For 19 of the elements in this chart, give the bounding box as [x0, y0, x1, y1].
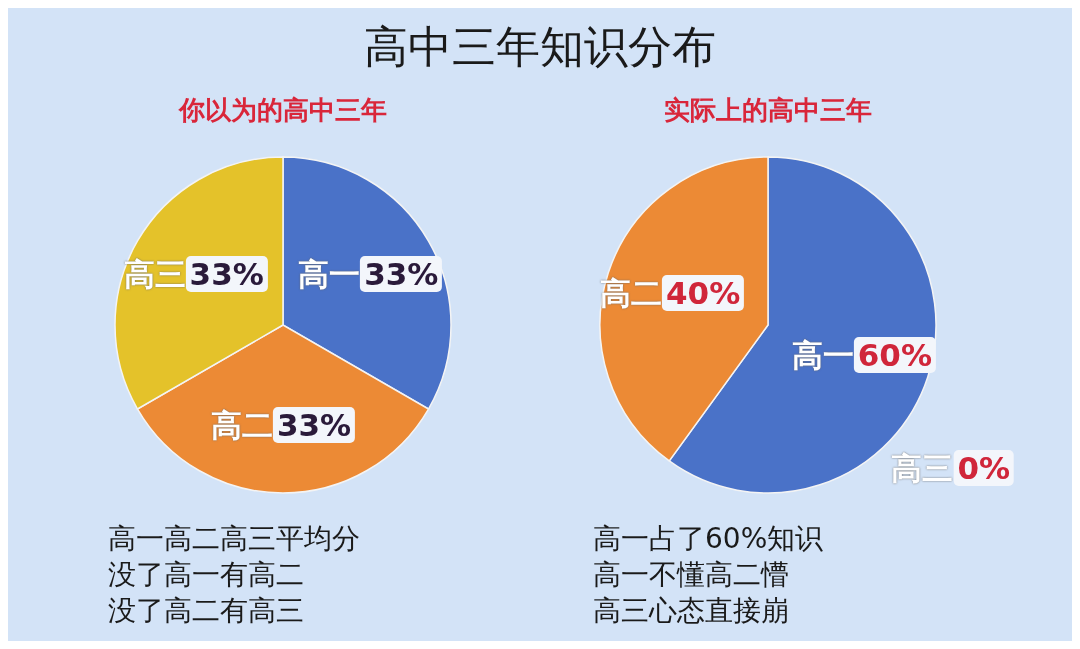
text: 没了高一有高二 [108, 557, 305, 593]
text: 高一不懂高二懵 [593, 557, 790, 593]
data-label: 33% [360, 255, 443, 292]
text: 高一占了60%知识 [593, 521, 824, 557]
data-label: 33% [185, 255, 268, 292]
data-label: 33% [272, 406, 356, 443]
slice-label: 高二 [210, 406, 273, 443]
data-label: 40% [662, 274, 745, 311]
text: 高一高二高三平均分 [108, 521, 360, 557]
data-label: 60% [853, 337, 936, 374]
text: 没了高二有高三 [108, 593, 305, 629]
chart-title: 实际上的高中三年 [663, 94, 873, 127]
slice-label: 高三 [123, 255, 186, 292]
slice-label: 高一 [791, 337, 854, 374]
slice-label: 高一 [298, 255, 361, 292]
text: 高三心态直接崩 [593, 593, 790, 629]
text: 高中三年知识分布 [363, 20, 717, 74]
text: 0% [957, 450, 1011, 487]
chart-title: 你以为的高中三年 [177, 94, 388, 127]
